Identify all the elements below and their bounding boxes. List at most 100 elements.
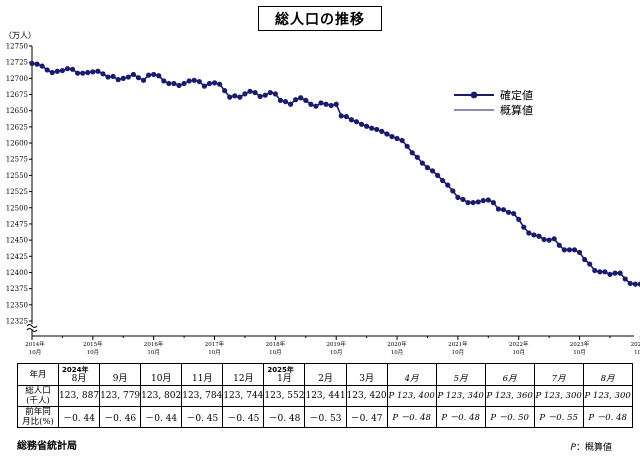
table-cell-population: 123, 887 bbox=[57, 385, 101, 407]
data-point bbox=[475, 199, 481, 205]
data-point bbox=[211, 80, 218, 86]
data-point bbox=[247, 88, 253, 94]
data-point bbox=[161, 78, 167, 84]
data-point bbox=[602, 269, 608, 275]
data-point bbox=[505, 209, 512, 215]
data-point bbox=[369, 125, 375, 131]
data-point bbox=[592, 267, 598, 274]
data-point bbox=[64, 66, 71, 72]
data-point bbox=[536, 233, 542, 239]
data-point bbox=[90, 69, 96, 75]
data-point bbox=[384, 131, 390, 137]
data-point bbox=[455, 194, 461, 201]
x-tick-year-label: 2023年 bbox=[570, 340, 590, 348]
table-cell-population: 123, 784 bbox=[181, 385, 224, 407]
data-point bbox=[597, 269, 603, 275]
data-point bbox=[49, 69, 55, 76]
x-tick-month-label: 10月 bbox=[634, 349, 640, 356]
x-tick-month-label: 10月 bbox=[269, 349, 282, 356]
legend-label-final: 確定値 bbox=[500, 88, 533, 102]
data-point bbox=[582, 256, 588, 263]
table-cell-yoy: －0. 47 bbox=[345, 406, 388, 428]
data-point bbox=[171, 80, 177, 87]
data-point bbox=[571, 247, 578, 253]
data-point bbox=[186, 78, 192, 84]
legend-marker-final bbox=[470, 91, 478, 99]
table-cell-yoy: －0. 44 bbox=[57, 406, 101, 428]
data-point bbox=[242, 91, 248, 97]
data-point bbox=[222, 88, 228, 94]
data-point bbox=[627, 280, 633, 287]
data-point bbox=[399, 137, 405, 144]
data-point bbox=[424, 165, 431, 171]
table-month-header: 5月 bbox=[435, 363, 486, 386]
data-point bbox=[353, 119, 360, 125]
table-cell-yoy: －0. 48 bbox=[263, 406, 306, 428]
x-tick-year-label: 2016年 bbox=[144, 340, 164, 348]
data-point bbox=[333, 101, 339, 107]
data-point bbox=[287, 101, 294, 107]
x-tick-year-label: 2020年 bbox=[387, 340, 407, 348]
data-point bbox=[480, 198, 486, 204]
series-line-final bbox=[31, 62, 640, 285]
chart-axes bbox=[26, 46, 634, 337]
data-point bbox=[440, 177, 446, 184]
y-tick-label: 12475 bbox=[6, 220, 28, 228]
x-axis-ticks: 2014年10月2015年10月2016年10月2017年10月2018年10月… bbox=[25, 336, 640, 356]
data-point bbox=[343, 113, 349, 120]
x-tick-month-label: 10月 bbox=[512, 349, 525, 356]
x-tick-year-label: 2021年 bbox=[448, 340, 468, 348]
table-cell-population: P 123, 340 bbox=[435, 385, 486, 407]
data-point bbox=[308, 101, 314, 107]
data-point bbox=[526, 230, 532, 236]
data-point bbox=[216, 81, 223, 87]
data-point bbox=[556, 242, 562, 248]
data-point bbox=[323, 101, 329, 107]
x-tick-month-label: 10月 bbox=[452, 349, 465, 356]
y-tick-label: 12325 bbox=[6, 318, 28, 326]
data-point bbox=[44, 67, 50, 73]
table-month-header: 2月 bbox=[304, 363, 347, 386]
table-month-header: 8月 bbox=[582, 363, 633, 386]
data-point bbox=[272, 91, 278, 97]
y-tick-label: 12700 bbox=[6, 75, 28, 83]
table-cell-population: P 123, 360 bbox=[484, 385, 535, 407]
table-cell-population: 123, 420 bbox=[345, 385, 388, 407]
table-month-header: 6月 bbox=[484, 363, 535, 386]
table-cell-yoy: －0. 45 bbox=[181, 406, 224, 428]
y-tick-label: 12650 bbox=[6, 107, 28, 115]
x-tick-year-label: 2017年 bbox=[205, 340, 225, 348]
data-point bbox=[587, 261, 593, 267]
data-point bbox=[450, 188, 456, 194]
table-cell-yoy: －0. 45 bbox=[222, 406, 265, 428]
data-point bbox=[105, 74, 111, 80]
data-point bbox=[404, 143, 410, 149]
x-tick-year-label: 2019年 bbox=[326, 340, 346, 348]
table-cell-yoy: －0. 44 bbox=[140, 406, 183, 428]
table-cell-yoy: P －0. 48 bbox=[435, 406, 486, 428]
data-point bbox=[232, 93, 238, 99]
y-axis-unit-label: （万人） bbox=[4, 31, 36, 40]
data-point bbox=[495, 206, 502, 212]
table-header-yearmonth: 年月 bbox=[17, 363, 59, 386]
table-month-header: 1月 2025年 bbox=[263, 363, 306, 386]
y-tick-label: 12425 bbox=[6, 253, 28, 261]
y-tick-label: 12750 bbox=[6, 43, 28, 51]
data-point bbox=[303, 97, 309, 103]
data-point bbox=[29, 60, 35, 67]
data-point bbox=[262, 92, 268, 98]
chart-series bbox=[29, 60, 640, 287]
data-point bbox=[328, 102, 334, 109]
data-point bbox=[120, 75, 126, 81]
table-year-label: 2025年 bbox=[267, 366, 294, 374]
data-point bbox=[125, 74, 131, 80]
provisional-note: P：概算値 bbox=[570, 443, 612, 453]
data-point bbox=[516, 216, 522, 223]
data-point bbox=[465, 199, 471, 206]
y-axis-ticks: 12325 12350 12375 12400 12425 12450 12475 12500… bbox=[6, 43, 32, 326]
data-point bbox=[227, 94, 233, 100]
data-point bbox=[277, 97, 284, 103]
data-point bbox=[298, 95, 304, 101]
data-point bbox=[115, 77, 121, 83]
data-point bbox=[201, 83, 207, 89]
